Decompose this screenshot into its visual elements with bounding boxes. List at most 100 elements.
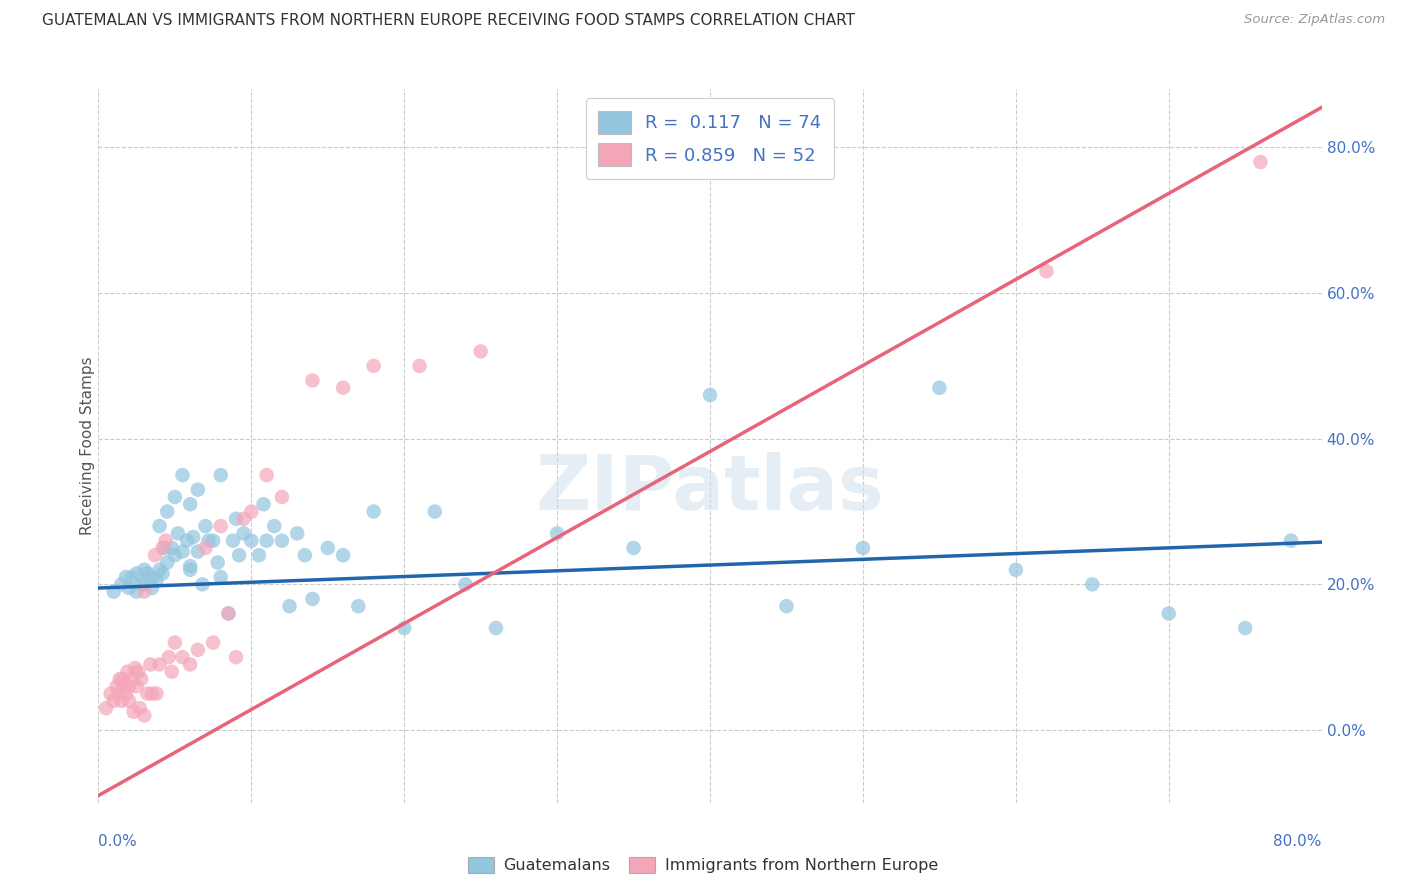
Point <box>122 705 145 719</box>
Point <box>301 374 323 388</box>
Point <box>143 548 166 562</box>
Point <box>285 526 308 541</box>
Point <box>179 563 201 577</box>
Point <box>1035 264 1057 278</box>
Point <box>225 650 247 665</box>
Point <box>270 490 292 504</box>
Point <box>209 570 232 584</box>
Point <box>363 504 385 518</box>
Point <box>149 563 172 577</box>
Point <box>928 381 950 395</box>
Point <box>155 533 177 548</box>
Point <box>134 577 156 591</box>
Point <box>94 701 117 715</box>
Point <box>470 344 492 359</box>
Point <box>134 563 156 577</box>
Point <box>118 694 141 708</box>
Point <box>111 672 134 686</box>
Point <box>160 541 183 555</box>
Point <box>228 548 250 562</box>
Point <box>115 570 138 584</box>
Point <box>145 687 167 701</box>
Point <box>1004 563 1026 577</box>
Point <box>294 548 316 562</box>
Point <box>301 591 323 606</box>
Point <box>145 574 167 588</box>
Point <box>207 556 229 570</box>
Point <box>423 504 446 518</box>
Point <box>256 533 278 548</box>
Point <box>160 665 183 679</box>
Point <box>156 556 179 570</box>
Point <box>191 577 214 591</box>
Point <box>118 581 141 595</box>
Point <box>1157 607 1180 621</box>
Point <box>129 672 152 686</box>
Point <box>118 679 141 693</box>
Point <box>187 643 209 657</box>
Point <box>179 497 201 511</box>
Point <box>454 577 477 591</box>
Point <box>217 607 239 621</box>
Point <box>115 687 138 701</box>
Point <box>270 533 292 548</box>
Point <box>136 687 159 701</box>
Point <box>152 541 174 555</box>
Point <box>110 694 132 708</box>
Point <box>232 526 254 541</box>
Point <box>125 566 148 581</box>
Point <box>134 708 156 723</box>
Point <box>347 599 370 614</box>
Point <box>194 541 217 555</box>
Point <box>127 665 149 679</box>
Point <box>163 635 186 649</box>
Point <box>485 621 508 635</box>
Text: ZIPatlas: ZIPatlas <box>536 452 884 525</box>
Point <box>156 504 179 518</box>
Point <box>252 497 274 511</box>
Point <box>852 541 875 555</box>
Legend: Guatemalans, Immigrants from Northern Europe: Guatemalans, Immigrants from Northern Eu… <box>461 850 945 880</box>
Text: Source: ZipAtlas.com: Source: ZipAtlas.com <box>1244 13 1385 27</box>
Point <box>128 701 150 715</box>
Point <box>1234 621 1257 635</box>
Point <box>172 650 194 665</box>
Point <box>225 512 247 526</box>
Point <box>209 519 232 533</box>
Text: GUATEMALAN VS IMMIGRANTS FROM NORTHERN EUROPE RECEIVING FOOD STAMPS CORRELATION : GUATEMALAN VS IMMIGRANTS FROM NORTHERN E… <box>42 13 855 29</box>
Point <box>141 570 163 584</box>
Point <box>117 665 139 679</box>
Point <box>163 490 186 504</box>
Point <box>139 657 162 672</box>
Point <box>107 687 129 701</box>
Point <box>187 483 209 497</box>
Y-axis label: Receiving Food Stamps: Receiving Food Stamps <box>80 357 94 535</box>
Point <box>546 526 568 541</box>
Point <box>176 533 198 548</box>
Point <box>1081 577 1104 591</box>
Point <box>100 687 122 701</box>
Point <box>775 599 797 614</box>
Point <box>202 635 225 649</box>
Point <box>623 541 645 555</box>
Point <box>194 519 217 533</box>
Point <box>172 468 194 483</box>
Point <box>153 541 176 555</box>
Point <box>209 468 232 483</box>
Text: 80.0%: 80.0% <box>1274 834 1322 849</box>
Point <box>699 388 721 402</box>
Point <box>103 694 125 708</box>
Point <box>149 519 172 533</box>
Legend: R =  0.117   N = 74, R = 0.859   N = 52: R = 0.117 N = 74, R = 0.859 N = 52 <box>586 98 834 179</box>
Point <box>179 657 201 672</box>
Point <box>112 679 135 693</box>
Point <box>121 672 143 686</box>
Point <box>141 581 163 595</box>
Text: 0.0%: 0.0% <box>98 834 138 849</box>
Point <box>1249 155 1271 169</box>
Point <box>172 544 194 558</box>
Point <box>202 533 225 548</box>
Point <box>217 607 239 621</box>
Point <box>121 570 143 584</box>
Point <box>332 381 354 395</box>
